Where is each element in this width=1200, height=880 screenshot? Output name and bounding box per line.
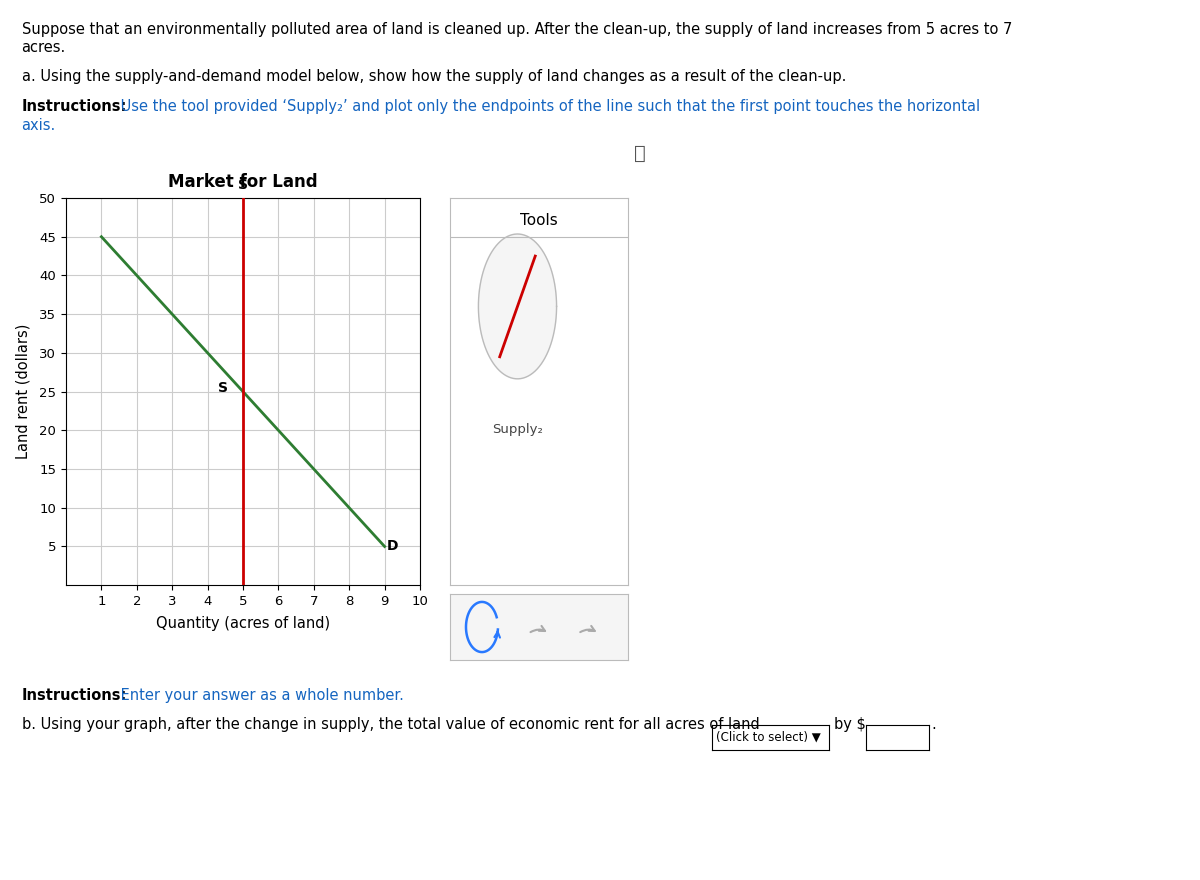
Text: Supply₂: Supply₂ <box>492 422 542 436</box>
Text: a. Using the supply-and-demand model below, show how the supply of land changes : a. Using the supply-and-demand model bel… <box>22 69 846 84</box>
Text: acres.: acres. <box>22 40 66 55</box>
Text: Instructions:: Instructions: <box>22 99 127 114</box>
Text: D: D <box>386 539 398 554</box>
Y-axis label: Land rent (dollars): Land rent (dollars) <box>16 324 31 459</box>
Text: S: S <box>218 381 228 395</box>
X-axis label: Quantity (acres of land): Quantity (acres of land) <box>156 616 330 631</box>
Text: S: S <box>238 178 248 192</box>
Text: Enter your answer as a whole number.: Enter your answer as a whole number. <box>116 688 404 703</box>
Text: Use the tool provided ‘Supply₂’ and plot only the endpoints of the line such tha: Use the tool provided ‘Supply₂’ and plot… <box>116 99 980 114</box>
Text: (Click to select) ▼: (Click to select) ▼ <box>715 731 821 744</box>
Title: Market for Land: Market for Land <box>168 172 318 191</box>
Text: Tools: Tools <box>520 214 558 229</box>
Text: Instructions:: Instructions: <box>22 688 127 703</box>
Text: .: . <box>931 717 936 732</box>
Text: b. Using your graph, after the change in supply, the total value of economic ren: b. Using your graph, after the change in… <box>22 717 760 732</box>
Text: ⓘ: ⓘ <box>634 144 646 164</box>
Text: Suppose that an environmentally polluted area of land is cleaned up. After the c: Suppose that an environmentally polluted… <box>22 22 1012 37</box>
Text: by $: by $ <box>834 717 866 732</box>
Polygon shape <box>479 234 557 378</box>
Text: axis.: axis. <box>22 118 56 133</box>
